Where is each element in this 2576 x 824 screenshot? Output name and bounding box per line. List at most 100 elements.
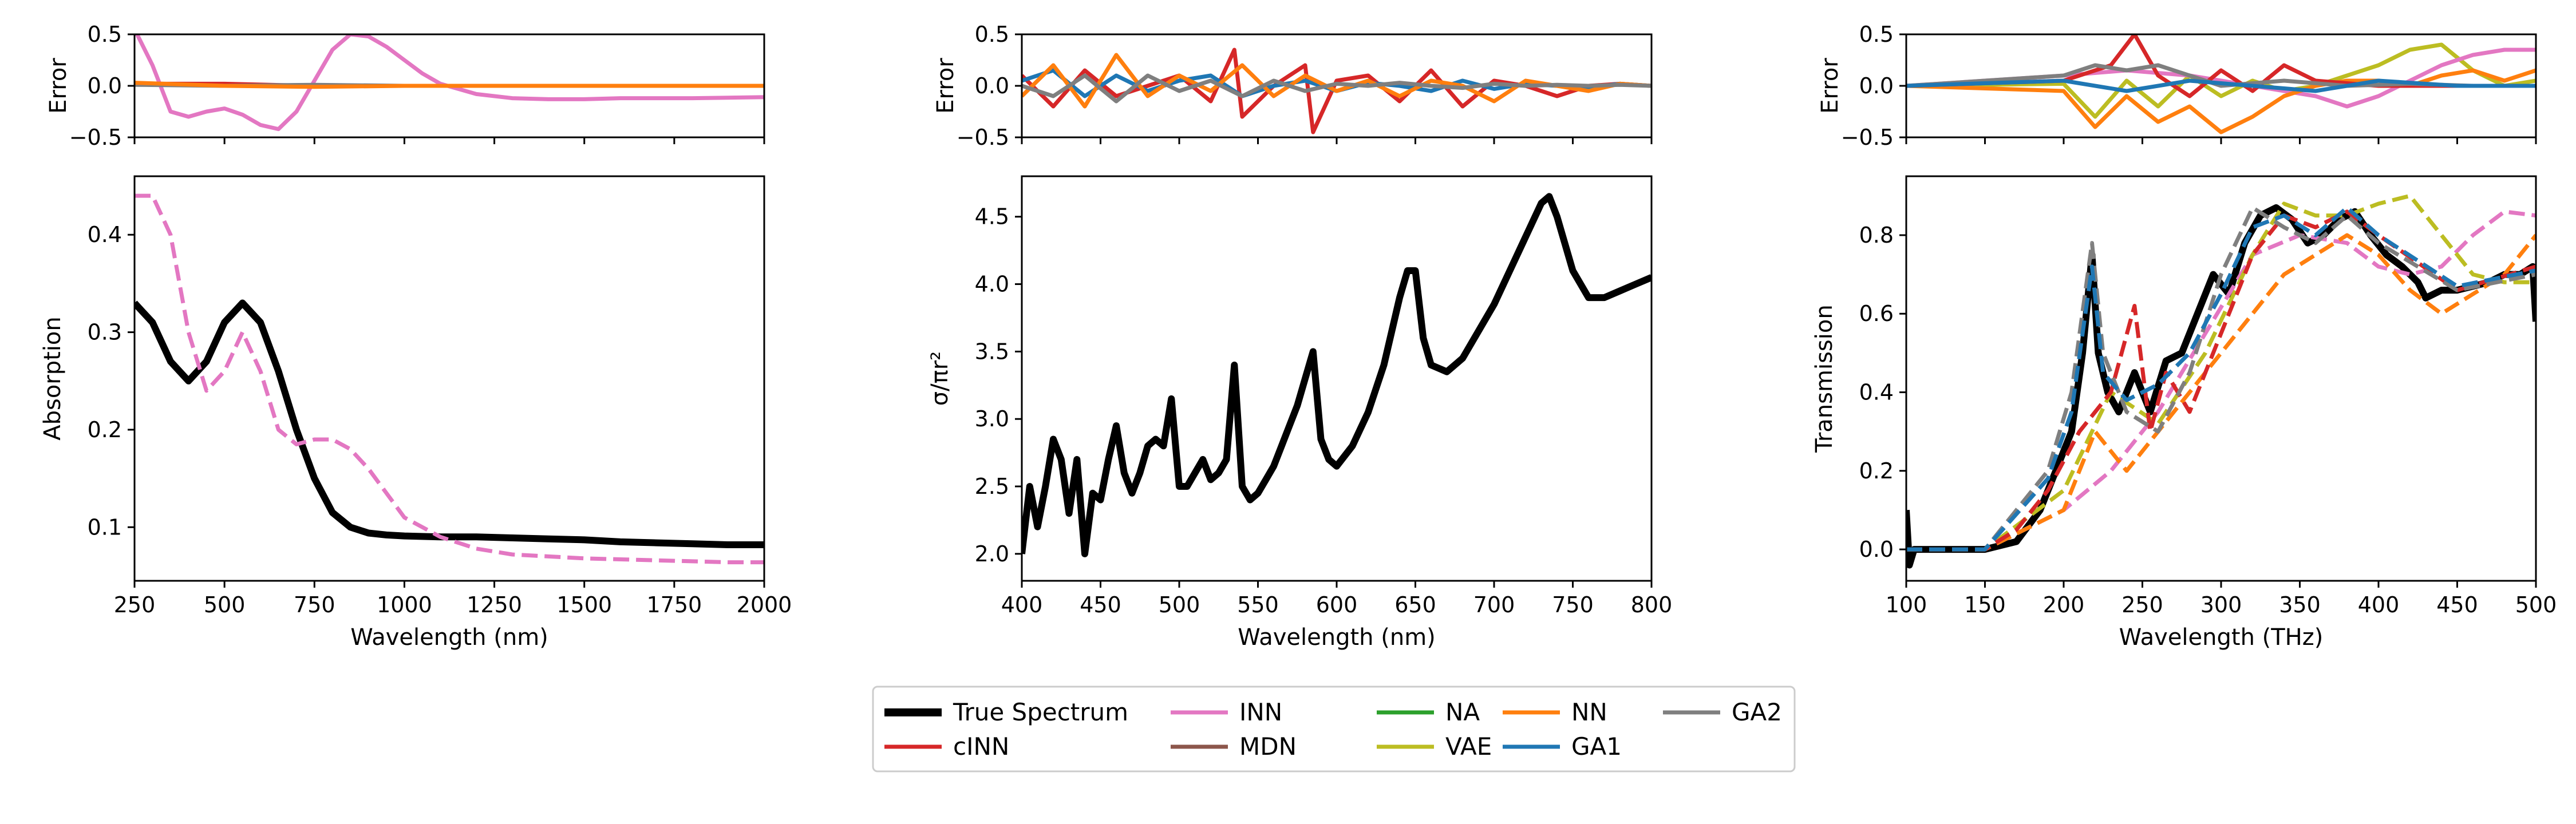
- x-tick-label: 500: [2515, 592, 2557, 617]
- x-tick-label: 350: [2279, 592, 2321, 617]
- x-tick-label: 250: [114, 592, 156, 617]
- y-tick-label: 0.0: [975, 73, 1009, 98]
- legend-box: [872, 686, 1796, 772]
- x-tick-label: 650: [1394, 592, 1436, 617]
- y-tick-label: 0.4: [1859, 380, 1894, 405]
- y-tick-label: 4.5: [975, 204, 1009, 229]
- legend-label: GA1: [1571, 732, 1622, 760]
- y-tick-label: −0.5: [69, 125, 122, 150]
- panels: −0.5 0.0 0.5 Error 250 500 750 1000 1250 1500 1750…: [39, 22, 2557, 651]
- legend-label: NA: [1445, 698, 1480, 726]
- series-group: [1906, 34, 2536, 134]
- legend-label: cINN: [953, 732, 1009, 760]
- y-tick-label: 2.0: [975, 541, 1009, 566]
- y-tick-label: 0.2: [1859, 458, 1894, 484]
- y-axis-label: Error: [45, 58, 72, 114]
- legend-label: MDN: [1239, 732, 1297, 760]
- series-group: [1906, 193, 2536, 569]
- x-tick-label: 700: [1473, 592, 1515, 617]
- y-tick-label: 0.2: [88, 417, 122, 442]
- x-tick-label: 750: [294, 592, 335, 617]
- y-tick-label: 0.1: [88, 514, 122, 540]
- series-line-true-spectrum: [1906, 204, 2536, 569]
- x-tick-label: 500: [1159, 592, 1200, 617]
- series-line-nn: [1906, 233, 2536, 552]
- series-line-ga2: [1906, 205, 2536, 552]
- axes-frame: [1021, 175, 1653, 582]
- y-axis-label: Absorption: [39, 316, 66, 441]
- series-line-ga2: [1022, 73, 1652, 104]
- legend-label: GA2: [1732, 698, 1782, 726]
- panel-2-spectrum: 400 450 500 550 600 650 700 750 800 2.0 2.5 3.0 3.5 4…: [927, 175, 1672, 651]
- series-line-ga1: [1906, 205, 2536, 552]
- series-group: [1022, 193, 1652, 557]
- series-line-cinn: [1906, 209, 2536, 552]
- y-tick-label: 0.0: [1859, 537, 1894, 562]
- x-tick-label: 150: [1964, 592, 2006, 617]
- y-tick-label: 0.3: [88, 320, 122, 345]
- series-line-cinn: [1022, 47, 1652, 134]
- x-axis-label: Wavelength (nm): [1238, 624, 1436, 651]
- panel-2-error: −0.5 0.0 0.5 Error: [933, 22, 1653, 150]
- x-tick-label: 450: [2436, 592, 2478, 617]
- y-tick-label: 2.5: [975, 474, 1009, 499]
- y-tick-label: 3.0: [975, 406, 1009, 431]
- y-axis-label: σ/πr²: [927, 351, 953, 406]
- x-axis-label: Wavelength (THz): [2119, 624, 2324, 651]
- series-group: [135, 34, 764, 132]
- series-group: [1022, 47, 1652, 134]
- panel-3-spectrum: 100 150 200 250 300 350 400 450 500 0.0 0.2 0.4 0.6 0…: [1811, 175, 2557, 651]
- y-tick-label: −0.5: [1841, 125, 1894, 150]
- legend-label: NN: [1571, 698, 1607, 726]
- axes-frame: [133, 175, 765, 582]
- x-tick-label: 400: [2358, 592, 2400, 617]
- series-line-ga1: [1906, 78, 2536, 93]
- x-tick-label: 1500: [556, 592, 612, 617]
- x-tick-label: 1750: [646, 592, 702, 617]
- series-line-nn: [135, 81, 764, 89]
- x-tick-label: 200: [2043, 592, 2085, 617]
- y-tick-label: 0.0: [88, 73, 122, 98]
- y-tick-label: 4.0: [975, 272, 1009, 297]
- legend: True Spectrum cINN INN MDN NA VAE NN GA1 GA2: [872, 686, 1796, 772]
- x-tick-label: 300: [2200, 592, 2242, 617]
- y-axis-label: Transmission: [1811, 304, 1838, 453]
- series-line-true-spectrum: [1022, 193, 1652, 557]
- series-line-true-spectrum: [135, 299, 764, 548]
- x-tick-label: 1000: [377, 592, 432, 617]
- x-tick-label: 750: [1552, 592, 1594, 617]
- y-tick-label: 0.8: [1859, 223, 1894, 248]
- series-line-inn: [1906, 209, 2536, 552]
- series-group: [135, 193, 764, 565]
- y-tick-label: 0.5: [975, 22, 1009, 47]
- x-tick-label: 1250: [467, 592, 522, 617]
- y-tick-label: 0.5: [88, 22, 122, 47]
- panel-1-error: −0.5 0.0 0.5 Error: [45, 22, 765, 150]
- x-tick-label: 400: [1001, 592, 1043, 617]
- y-tick-label: 0.6: [1859, 301, 1894, 326]
- legend-label: True Spectrum: [953, 698, 1128, 726]
- x-tick-label: 100: [1886, 592, 1927, 617]
- x-axis-label: Wavelength (nm): [350, 624, 548, 651]
- legend-label: VAE: [1445, 732, 1492, 760]
- panel-3-error: −0.5 0.0 0.5 Error: [1817, 22, 2537, 150]
- x-tick-label: 2000: [737, 592, 792, 617]
- y-tick-label: 0.4: [88, 222, 122, 247]
- x-tick-label: 250: [2121, 592, 2163, 617]
- x-tick-label: 450: [1080, 592, 1121, 617]
- series-line-inn: [135, 34, 764, 132]
- x-tick-label: 500: [204, 592, 246, 617]
- y-tick-label: 3.5: [975, 339, 1009, 364]
- x-tick-label: 550: [1237, 592, 1279, 617]
- y-tick-label: −0.5: [957, 125, 1009, 150]
- series-line-inn: [135, 193, 764, 565]
- y-tick-label: 0.0: [1859, 73, 1894, 98]
- series-line-nn: [1906, 68, 2536, 134]
- y-axis-label: Error: [933, 58, 959, 114]
- y-axis-label: Error: [1817, 58, 1843, 114]
- y-tick-label: 0.5: [1859, 22, 1894, 47]
- series-line-vae: [1906, 193, 2536, 552]
- x-tick-label: 600: [1316, 592, 1358, 617]
- panel-1-spectrum: 250 500 750 1000 1250 1500 1750 2000 0.1 0.2 0.3 0.…: [39, 175, 792, 651]
